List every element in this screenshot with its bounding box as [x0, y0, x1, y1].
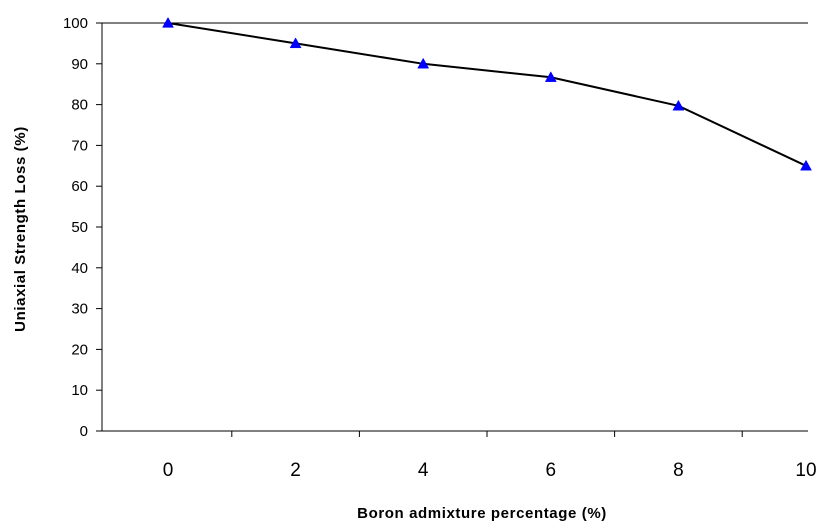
- y-tick-label: 60: [71, 178, 88, 195]
- y-tick-label: 70: [71, 137, 88, 154]
- x-axis: 0 2 4 6 8 10: [102, 430, 817, 481]
- data-point-marker: [544, 71, 557, 82]
- y-tick-label: 30: [71, 301, 88, 318]
- x-tick-label: 6: [546, 460, 557, 481]
- y-tick-label: 20: [71, 341, 88, 358]
- x-tick-label: 0: [163, 460, 174, 481]
- series-line-group: [162, 16, 812, 171]
- y-tick-label: 50: [71, 219, 88, 236]
- y-tick-label: 0: [80, 423, 88, 440]
- data-point-marker: [417, 57, 430, 69]
- x-axis-title: Boron admixture percentage (%): [357, 505, 607, 522]
- y-tick-label: 10: [71, 382, 88, 399]
- y-tick-label: 80: [71, 97, 88, 114]
- x-tick-label: 8: [673, 460, 684, 481]
- data-point-marker: [162, 16, 174, 28]
- y-tick-label: 90: [71, 56, 88, 73]
- x-tick-label: 4: [418, 460, 429, 481]
- series-line: [167, 22, 807, 167]
- x-tick-label: 2: [290, 460, 301, 481]
- x-tick-label: 10: [795, 460, 816, 481]
- y-tick-label: 40: [71, 260, 88, 277]
- data-point-marker: [289, 37, 302, 49]
- data-point-marker: [672, 99, 685, 111]
- y-axis: 0 10 20 30 40 50 60 70 80 90 100: [63, 15, 808, 440]
- y-axis-title: Uniaxial Strength Loss (%): [12, 126, 29, 332]
- y-tick-label: 100: [63, 15, 88, 32]
- data-point-marker: [800, 159, 812, 171]
